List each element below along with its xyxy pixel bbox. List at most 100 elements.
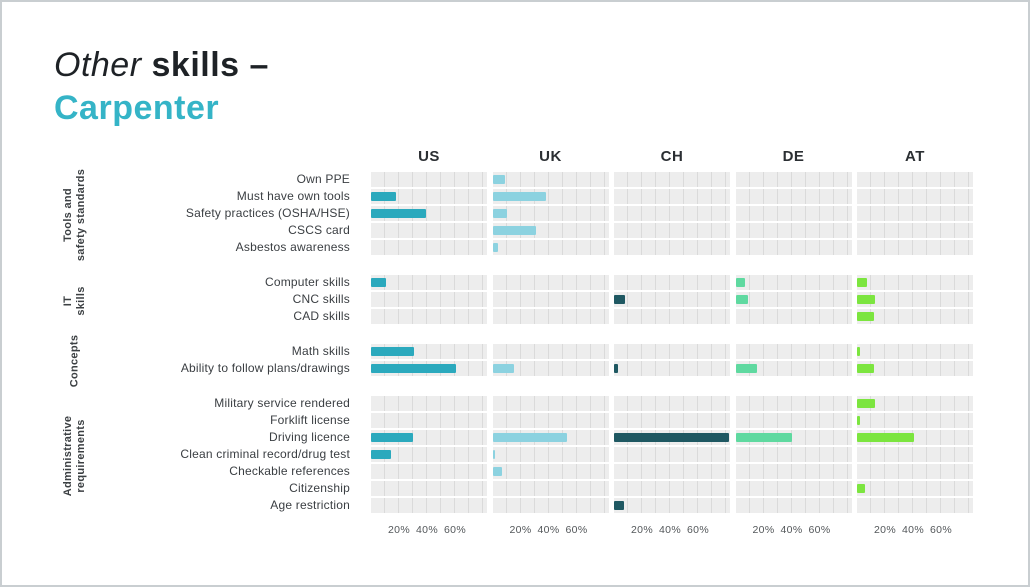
bar-ch-driving-licence (614, 433, 729, 442)
chart-cell-uk-must-have-own-tools (492, 189, 609, 204)
chart-cell-us-own-ppe (371, 172, 487, 187)
chart-cell-at-must-have-own-tools (857, 189, 973, 204)
chart-cell-de-math-skills (735, 344, 852, 359)
axis-tick-at-60: 60% (930, 524, 952, 536)
chart-cell-ch-forklift-license (614, 413, 730, 428)
title-line-1: Other skills – (54, 46, 269, 85)
row-label-age-restriction: Age restriction (270, 498, 350, 512)
axis-tick-de-40: 40% (780, 524, 803, 536)
chart-cell-de-clean-criminal-record-drug-test (735, 447, 852, 462)
row-label-math-skills: Math skills (291, 344, 350, 358)
chart-cell-de-cnc-skills (735, 292, 852, 307)
bar-at-citizenship (857, 484, 866, 493)
row-label-cnc-skills: CNC skills (292, 292, 350, 306)
chart-cell-ch-military-service-rendered (614, 396, 730, 411)
chart-cell-at-forklift-license (857, 413, 973, 428)
chart-cell-uk-military-service-rendered (492, 396, 609, 411)
chart-cell-us-checkable-references (371, 464, 487, 479)
bar-uk-must-have-own-tools (492, 192, 546, 201)
chart-cell-at-checkable-references (857, 464, 973, 479)
chart-cell-us-ability-to-follow-plans-drawings (371, 361, 487, 376)
axis-tick-ch-60: 60% (687, 524, 709, 536)
country-header-ch: CH (660, 148, 684, 165)
row-label-ability-to-follow-plans-drawings: Ability to follow plans/drawings (180, 361, 350, 375)
bar-ch-ability-to-follow-plans-drawings (614, 364, 619, 373)
bar-ch-cnc-skills (614, 295, 626, 304)
bar-at-computer-skills (857, 278, 867, 287)
row-label-computer-skills: Computer skills (264, 275, 350, 289)
chart-cell-at-clean-criminal-record-drug-test (857, 447, 973, 462)
chart-cell-at-age-restriction (857, 498, 973, 513)
chart-cell-de-citizenship (735, 481, 852, 496)
chart-cell-uk-driving-licence (492, 430, 609, 445)
country-header-us: US (418, 148, 440, 165)
chart-cell-us-military-service-rendered (371, 396, 487, 411)
chart-cell-at-military-service-rendered (857, 396, 973, 411)
title-word-other: Other (54, 46, 142, 84)
chart-cell-at-cad-skills (857, 309, 973, 324)
bar-de-driving-licence (735, 433, 792, 442)
bar-de-cnc-skills (735, 295, 749, 304)
country-header-at: AT (905, 148, 925, 165)
row-label-cad-skills: CAD skills (293, 309, 350, 323)
bar-ch-age-restriction (614, 501, 624, 510)
chart-cell-ch-must-have-own-tools (614, 189, 730, 204)
chart-cell-uk-computer-skills (492, 275, 609, 290)
chart-cell-de-own-ppe (735, 172, 852, 187)
chart-cell-uk-forklift-license (492, 413, 609, 428)
country-header-uk: UK (539, 148, 562, 165)
chart-cell-at-own-ppe (857, 172, 973, 187)
bar-at-forklift-license (857, 416, 860, 425)
bar-at-cnc-skills (857, 295, 876, 304)
bar-at-math-skills (857, 347, 860, 356)
title-word-carpenter: Carpenter (54, 89, 220, 127)
bar-at-driving-licence (857, 433, 915, 442)
chart-cell-uk-math-skills (492, 344, 609, 359)
bar-us-driving-licence (371, 433, 413, 442)
chart-cell-ch-own-ppe (614, 172, 730, 187)
chart-cell-uk-cad-skills (492, 309, 609, 324)
bar-uk-clean-criminal-record-drug-test (492, 450, 496, 459)
axis-tick-us-20: 20% (388, 524, 410, 536)
bar-uk-cscs-card (492, 226, 536, 235)
chart-cell-us-citizenship (371, 481, 487, 496)
chart-cell-at-safety-practices-osha-hse (857, 206, 973, 221)
row-label-military-service-rendered: Military service rendered (214, 396, 350, 410)
bar-uk-safety-practices-osha-hse (492, 209, 507, 218)
chart-cell-ch-asbestos-awareness (614, 240, 730, 255)
bar-uk-asbestos-awareness (492, 243, 499, 252)
chart-cell-uk-checkable-references (492, 464, 609, 479)
chart-cell-us-clean-criminal-record-drug-test (371, 447, 487, 462)
chart-cell-uk-age-restriction (492, 498, 609, 513)
row-label-own-ppe: Own PPE (296, 172, 350, 186)
chart-cell-us-math-skills (371, 344, 487, 359)
bar-us-computer-skills (371, 278, 387, 287)
chart-cell-us-cad-skills (371, 309, 487, 324)
chart-cell-ch-ability-to-follow-plans-drawings (614, 361, 730, 376)
chart-cell-de-ability-to-follow-plans-drawings (735, 361, 852, 376)
chart-cell-de-military-service-rendered (735, 396, 852, 411)
axis-tick-uk-60: 60% (565, 524, 588, 536)
chart-cell-ch-citizenship (614, 481, 730, 496)
chart-cell-at-ability-to-follow-plans-drawings (857, 361, 973, 376)
bar-uk-own-ppe (492, 175, 506, 184)
chart-cell-at-math-skills (857, 344, 973, 359)
chart-cell-de-asbestos-awareness (735, 240, 852, 255)
axis-tick-de-60: 60% (808, 524, 831, 536)
chart-cell-at-computer-skills (857, 275, 973, 290)
chart-cell-de-safety-practices-osha-hse (735, 206, 852, 221)
chart-cell-ch-clean-criminal-record-drug-test (614, 447, 730, 462)
chart-cell-us-age-restriction (371, 498, 487, 513)
row-label-citizenship: Citizenship (289, 481, 350, 495)
chart-cell-at-asbestos-awareness (857, 240, 973, 255)
bar-uk-ability-to-follow-plans-drawings (492, 364, 514, 373)
axis-tick-at-40: 40% (902, 524, 924, 536)
chart-cell-de-must-have-own-tools (735, 189, 852, 204)
chart-cell-de-checkable-references (735, 464, 852, 479)
row-label-clean-criminal-record-drug-test: Clean criminal record/drug test (180, 447, 350, 461)
chart-cell-at-cnc-skills (857, 292, 973, 307)
axis-tick-uk-40: 40% (537, 524, 560, 536)
chart-cell-uk-safety-practices-osha-hse (492, 206, 609, 221)
chart-cell-ch-math-skills (614, 344, 730, 359)
title-word-skills: skills – (151, 46, 269, 84)
